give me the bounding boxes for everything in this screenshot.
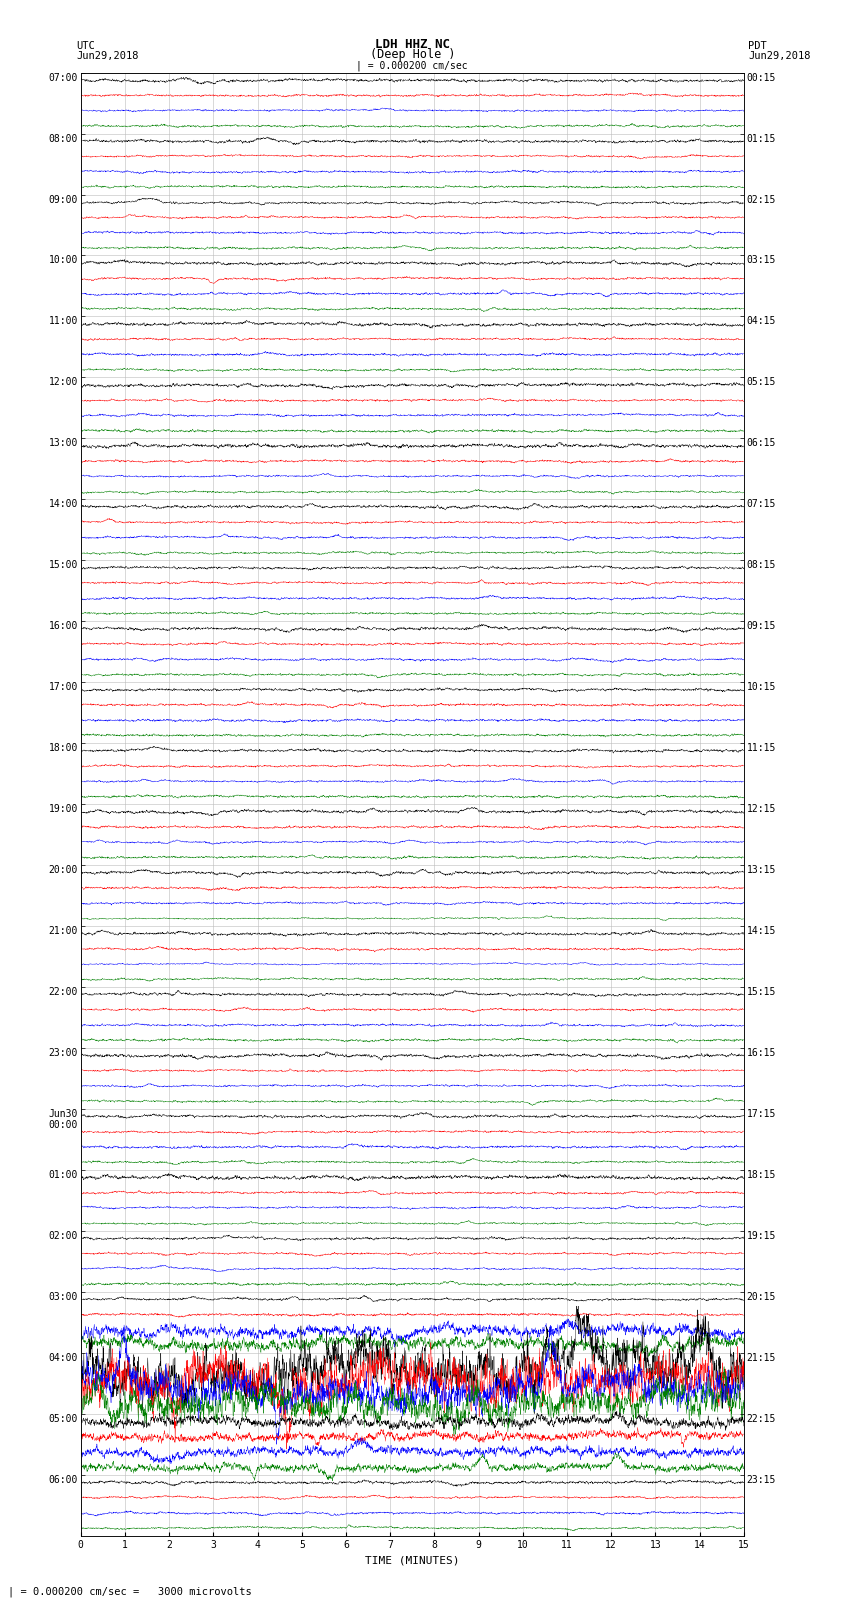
Text: Jun29,2018: Jun29,2018 <box>748 52 811 61</box>
X-axis label: TIME (MINUTES): TIME (MINUTES) <box>365 1557 460 1566</box>
Text: PDT: PDT <box>748 40 767 50</box>
Text: | = 0.000200 cm/sec: | = 0.000200 cm/sec <box>356 60 468 71</box>
Text: LDH HHZ NC: LDH HHZ NC <box>375 37 450 50</box>
Text: UTC: UTC <box>76 40 95 50</box>
Text: | = 0.000200 cm/sec =   3000 microvolts: | = 0.000200 cm/sec = 3000 microvolts <box>8 1586 252 1597</box>
Text: (Deep Hole ): (Deep Hole ) <box>370 48 455 61</box>
Text: Jun29,2018: Jun29,2018 <box>76 52 139 61</box>
